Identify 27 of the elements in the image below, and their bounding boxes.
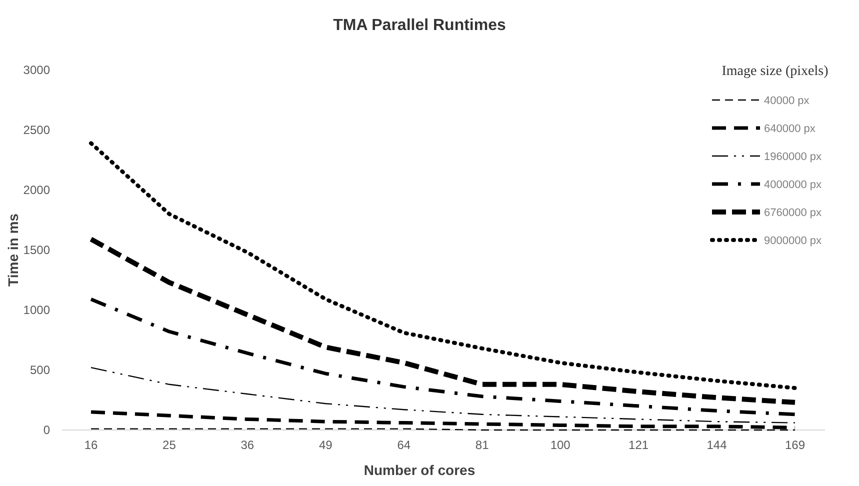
legend-label: 640000 px [764, 123, 816, 135]
y-tick-label: 3000 [23, 63, 50, 77]
y-tick-label: 1500 [23, 243, 50, 257]
chart-title: TMA Parallel Runtimes [333, 17, 506, 34]
legend-label: 40000 px [764, 95, 810, 107]
legend-label: 6760000 px [764, 207, 822, 219]
y-tick-label: 2500 [23, 123, 50, 137]
legend-title: Image size (pixels) [722, 64, 829, 79]
x-tick-label: 144 [706, 438, 728, 452]
x-tick-label: 100 [550, 438, 571, 452]
y-tick-label: 2000 [23, 183, 50, 197]
legend-label: 1960000 px [764, 151, 822, 163]
x-tick-label: 64 [397, 438, 411, 452]
x-tick-label: 16 [84, 438, 98, 452]
x-tick-label: 49 [318, 438, 333, 452]
x-tick-label: 36 [240, 438, 254, 452]
x-tick-label: 81 [475, 438, 490, 452]
y-tick-label: 0 [43, 423, 50, 437]
x-axis-title: Number of cores [364, 462, 476, 478]
y-tick-label: 1000 [23, 303, 50, 317]
legend-label: 4000000 px [764, 179, 822, 191]
y-axis-title: Time in ms [5, 213, 21, 286]
x-tick-label: 169 [784, 438, 806, 452]
legend-label: 9000000 px [764, 235, 822, 247]
x-tick-label: 25 [162, 438, 176, 452]
y-tick-label: 500 [30, 363, 50, 377]
x-tick-label: 121 [628, 438, 649, 452]
